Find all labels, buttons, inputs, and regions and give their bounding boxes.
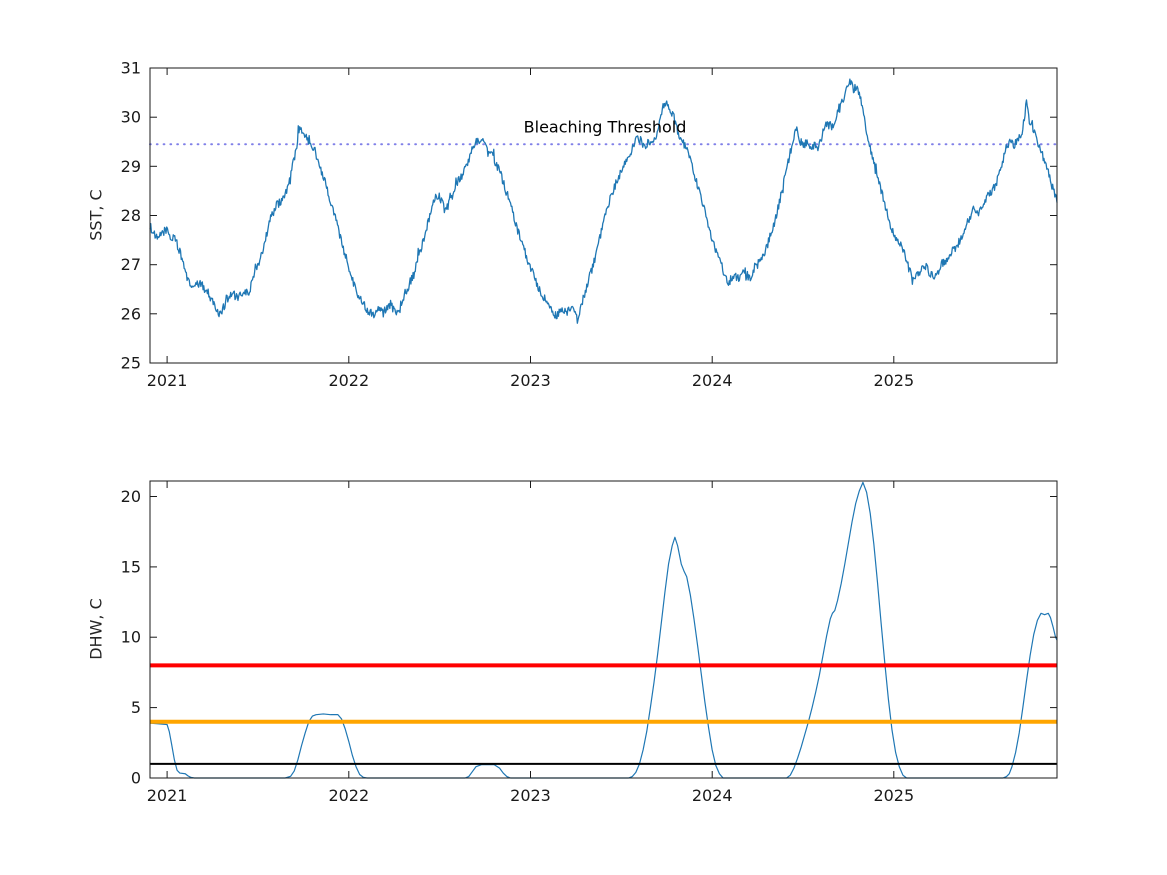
x-tick-label: 2024	[692, 371, 733, 390]
x-tick-label: 2024	[692, 786, 733, 805]
y-tick-label: 25	[121, 354, 141, 373]
y-tick-label: 15	[121, 557, 141, 576]
x-tick-label: 2022	[328, 371, 369, 390]
y-tick-label: 27	[121, 255, 141, 274]
x-tick-label: 2023	[510, 786, 551, 805]
y-tick-label: 31	[121, 59, 141, 78]
y-tick-label: 29	[121, 157, 141, 176]
y-tick-label: 5	[131, 698, 141, 717]
x-tick-label: 2025	[873, 371, 914, 390]
sst-daily-line	[149, 78, 1058, 324]
y-tick-label: 20	[121, 487, 141, 506]
dhw-plot-area	[149, 481, 1058, 779]
y-tick-label: 28	[121, 206, 141, 225]
bleaching-threshold-label: Bleaching Threshold	[523, 117, 687, 137]
x-tick-label: 2023	[510, 371, 551, 390]
y-tick-label: 26	[121, 304, 141, 323]
x-tick-label: 2021	[147, 371, 188, 390]
x-tick-label: 2022	[328, 786, 369, 805]
sst-axes-box	[149, 67, 1058, 364]
x-tick-label: 2025	[873, 786, 914, 805]
y-tick-label: 30	[121, 108, 141, 127]
y-tick-label: 10	[121, 628, 141, 647]
sst-chart: 2021 2022 2023 2024 2025 25 26 27 28 29 30 31	[121, 59, 1058, 390]
dhw-chart: 2021 2022 2023 2024 2025 0 5 10 15 20	[121, 480, 1058, 805]
x-tick-label: 2021	[147, 786, 188, 805]
sst-y-axis-label: SST, C	[86, 189, 106, 241]
dhw-line	[149, 481, 1058, 779]
sst-plot-area	[149, 78, 1058, 324]
y-tick-label: 0	[131, 769, 141, 788]
dhw-y-axis-label: DHW, C	[86, 598, 106, 660]
dhw-axes-box	[149, 480, 1058, 779]
